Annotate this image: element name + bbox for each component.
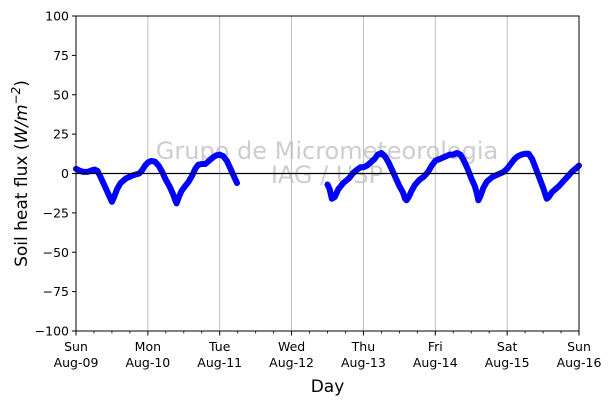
flux-series-line	[73, 151, 240, 207]
y-axis-ticks: −100 −75 −50 −25 0 25 50 75 100	[35, 9, 76, 339]
y-tick-label: −50	[43, 245, 69, 260]
x-tick-label-date: Aug-12	[269, 355, 314, 370]
x-tick-label-weekday: Fri	[428, 339, 443, 354]
x-axis-ticks: SunAug-09MonAug-10TueAug-11WedAug-12ThuA…	[54, 331, 602, 370]
y-tick-label: 75	[53, 48, 69, 63]
y-tick-label: 25	[53, 127, 69, 142]
x-tick-label-date: Aug-13	[341, 355, 386, 370]
y-tick-label: −25	[43, 205, 69, 220]
y-axis-label: Soil heat flux (W/m−2)	[9, 80, 32, 267]
x-axis-label: Day	[311, 377, 345, 397]
x-tick-label-weekday: Wed	[278, 339, 305, 354]
y-tick-label: −75	[43, 284, 69, 299]
x-tick-label-weekday: Sun	[64, 339, 88, 354]
x-tick-label-weekday: Sun	[567, 339, 591, 354]
x-tick-label-date: Aug-11	[197, 355, 242, 370]
x-tick-label-weekday: Sat	[497, 339, 518, 354]
series-layer	[73, 150, 582, 207]
x-tick-label-date: Aug-10	[125, 355, 170, 370]
x-tick-label-weekday: Tue	[208, 339, 231, 354]
y-tick-label: 100	[45, 9, 69, 24]
y-tick-label: 50	[53, 87, 69, 102]
x-tick-label-weekday: Thu	[351, 339, 375, 354]
x-tick-label-date: Aug-09	[54, 355, 99, 370]
x-tick-label-date: Aug-14	[413, 355, 458, 370]
x-tick-label-date: Aug-16	[557, 355, 602, 370]
flux-series-line	[324, 150, 582, 204]
y-tick-label: −100	[35, 324, 69, 339]
x-tick-label-date: Aug-15	[485, 355, 530, 370]
y-tick-label: 0	[61, 166, 69, 181]
x-tick-label-weekday: Mon	[135, 339, 161, 354]
